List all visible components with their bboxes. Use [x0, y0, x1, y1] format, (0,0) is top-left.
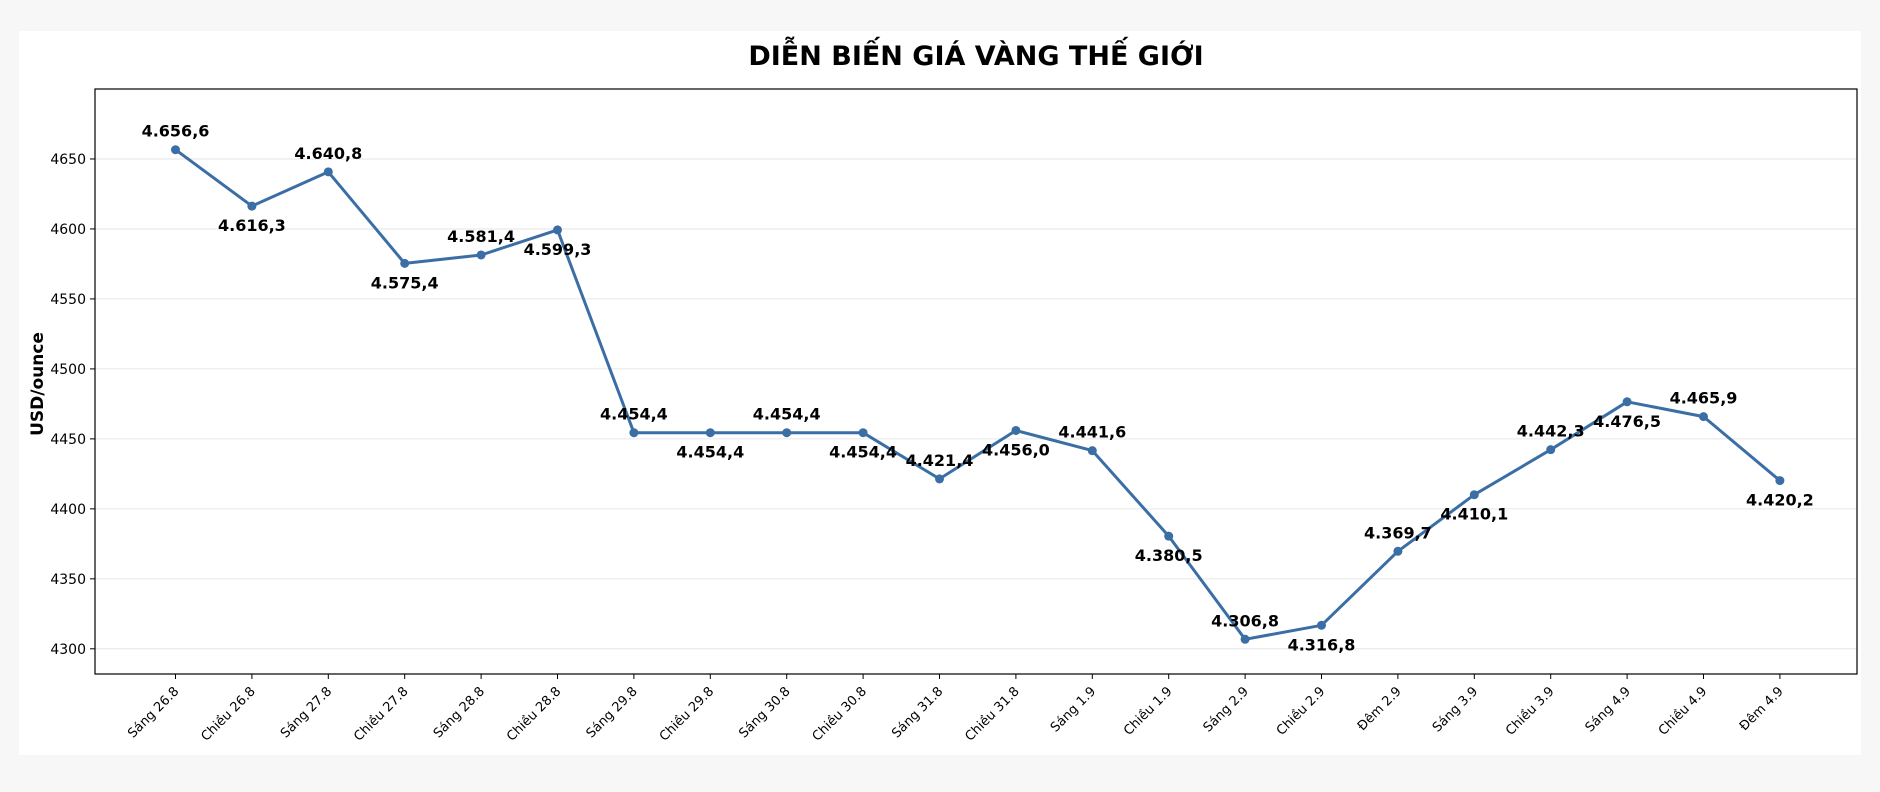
- data-label: 4.369,7: [1364, 523, 1432, 542]
- data-label-layer: 4.656,6 4.616,3 4.640,8 4.575,4 4.581,4 4.599…: [142, 122, 1814, 655]
- data-point: [171, 145, 180, 155]
- x-tick-label: Chiều 27.8: [351, 684, 411, 744]
- data-label: 4.454,4: [676, 443, 744, 462]
- x-tick-label: Chiều 26.8: [198, 684, 258, 744]
- data-point: [476, 250, 486, 260]
- data-label: 4.575,4: [371, 273, 439, 292]
- data-point: [1011, 425, 1021, 435]
- data-label: 4.465,9: [1670, 389, 1738, 408]
- x-tick-label: Sáng 27.8: [278, 684, 335, 741]
- data-point: [400, 258, 410, 268]
- x-tick-label: Chiều 31.8: [962, 684, 1022, 744]
- y-tick-label: 4550: [50, 292, 86, 308]
- data-point: [629, 428, 639, 438]
- data-point: [1317, 620, 1326, 630]
- x-tick-label: Sáng 3.9: [1430, 684, 1481, 735]
- data-point: [705, 428, 715, 438]
- x-tick-label: Sáng 2.9: [1201, 684, 1252, 735]
- y-tick-label: 4600: [50, 222, 86, 238]
- data-label: 4.421,4: [906, 451, 974, 470]
- x-tick-label: Sáng 31.8: [889, 684, 946, 741]
- x-tick-label: Sáng 29.8: [584, 684, 641, 741]
- data-point: [1164, 531, 1174, 541]
- data-point: [247, 201, 257, 211]
- data-label: 4.316,8: [1288, 635, 1356, 654]
- data-label: 4.306,8: [1211, 611, 1279, 630]
- y-tick-label: 4350: [50, 572, 86, 588]
- y-tick-label: 4650: [50, 152, 86, 168]
- data-label: 4.640,8: [294, 144, 362, 163]
- y-axis-ticks: 4300 4350 4400 4450 4500 4550 4600 4650: [50, 152, 95, 658]
- data-label: 4.454,4: [600, 405, 668, 424]
- x-tick-label: Sáng 30.8: [736, 684, 793, 741]
- x-tick-label: Sáng 4.9: [1583, 684, 1634, 735]
- x-tick-label: Sáng 1.9: [1048, 684, 1099, 735]
- data-point: [1546, 445, 1556, 455]
- y-tick-label: 4400: [50, 502, 86, 518]
- x-tick-label: Chiều 3.9: [1503, 684, 1557, 738]
- x-tick-label: Đêm 4.9: [1737, 684, 1787, 734]
- data-label: 4.454,4: [753, 405, 821, 424]
- data-label: 4.454,4: [829, 443, 897, 462]
- data-point: [323, 167, 333, 177]
- data-label: 4.380,5: [1135, 546, 1203, 565]
- data-point: [553, 225, 562, 235]
- x-axis-ticks: Sáng 26.8 Chiều 26.8 Sáng 27.8 Chiều 27.8 Sá…: [125, 674, 1787, 745]
- x-tick-label: Chiều 2.9: [1274, 684, 1328, 738]
- data-label: 4.656,6: [142, 122, 210, 141]
- data-point: [1240, 634, 1250, 644]
- y-tick-label: 4500: [50, 362, 86, 378]
- data-point: [1087, 446, 1097, 456]
- series-line: [174, 148, 1781, 641]
- x-tick-label: Chiều 4.9: [1656, 684, 1710, 738]
- x-tick-label: Chiều 28.8: [504, 684, 564, 744]
- grid-layer: [95, 158, 1857, 650]
- data-point: [1622, 397, 1632, 407]
- data-label: 4.456,0: [982, 440, 1050, 459]
- data-point: [1393, 546, 1403, 556]
- data-label: 4.476,5: [1593, 412, 1661, 431]
- data-point: [858, 428, 868, 438]
- x-tick-label: Đêm 2.9: [1355, 684, 1405, 734]
- data-label: 4.441,6: [1058, 423, 1126, 442]
- y-tick-label: 4450: [50, 432, 86, 448]
- x-tick-label: Chiều 30.8: [810, 684, 870, 744]
- data-label: 4.581,4: [447, 227, 515, 246]
- data-point: [1469, 490, 1479, 500]
- series-layer: [171, 145, 1785, 644]
- data-point: [1699, 412, 1708, 422]
- data-label: 4.599,3: [524, 240, 592, 259]
- chart-title: DIỄN BIẾN GIÁ VÀNG THẾ GIỚI: [748, 36, 1203, 72]
- plot-frame: [94, 88, 1858, 675]
- data-label: 4.410,1: [1440, 505, 1508, 524]
- chart-card: DIỄN BIẾN GIÁ VÀNG THẾ GIỚI USD/ounce 43…: [19, 31, 1861, 755]
- data-label: 4.616,3: [218, 216, 286, 235]
- x-tick-label: Sáng 26.8: [125, 684, 182, 741]
- data-label: 4.442,3: [1517, 422, 1585, 441]
- data-point: [935, 474, 944, 484]
- chart-svg: DIỄN BIẾN GIÁ VÀNG THẾ GIỚI USD/ounce 43…: [28, 36, 1858, 745]
- data-point: [782, 428, 792, 438]
- x-tick-label: Chiều 1.9: [1121, 684, 1175, 738]
- x-tick-label: Chiều 29.8: [657, 684, 717, 744]
- data-point: [1775, 476, 1785, 486]
- data-label: 4.420,2: [1746, 491, 1814, 510]
- x-tick-label: Sáng 28.8: [431, 684, 488, 741]
- y-axis-label: USD/ounce: [28, 332, 48, 436]
- y-tick-label: 4300: [50, 642, 86, 658]
